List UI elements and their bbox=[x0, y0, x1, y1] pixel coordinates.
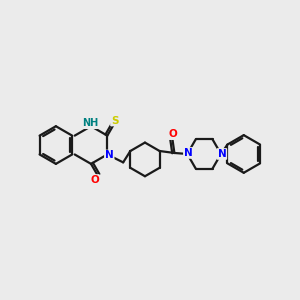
Text: N: N bbox=[105, 150, 114, 161]
Text: N: N bbox=[184, 148, 193, 158]
Text: S: S bbox=[111, 116, 118, 125]
Text: O: O bbox=[90, 175, 99, 185]
Text: NH: NH bbox=[82, 118, 98, 128]
Text: O: O bbox=[168, 129, 177, 139]
Text: N: N bbox=[218, 149, 226, 159]
